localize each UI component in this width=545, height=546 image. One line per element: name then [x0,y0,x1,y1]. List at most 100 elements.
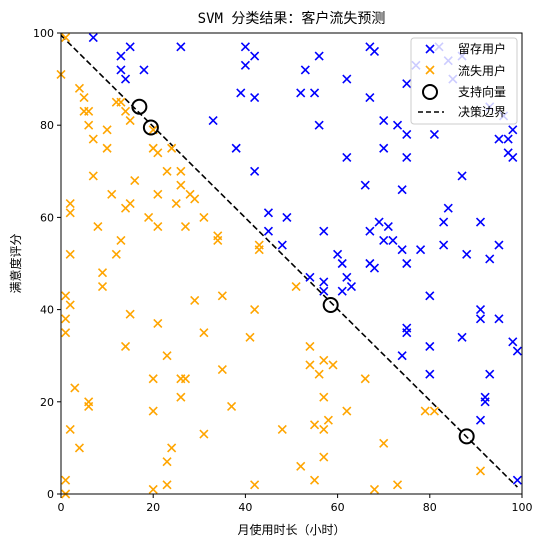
x-tick-label: 40 [238,501,252,514]
retained-point [379,116,389,126]
retained-point [379,143,389,153]
retained-point [425,369,435,379]
retained-point [176,42,186,52]
retained-point [342,152,352,163]
churned-point [130,175,140,186]
churned-point [305,341,315,352]
support-vector-point [458,428,475,445]
churned-point [61,328,71,338]
churned-point [319,452,329,462]
churned-point [176,180,186,190]
retained-point [443,203,453,213]
retained-point [309,88,320,98]
churned-point [176,392,186,402]
retained-point [439,240,449,250]
churned-point [180,374,191,384]
churned-point [61,33,71,43]
churned-point [116,235,126,246]
decision-boundary-line [60,34,518,488]
legend-entry-support: 支持向量 [422,84,506,100]
retained-point [457,332,467,342]
retained-point [282,212,292,222]
churned-point [65,208,75,218]
retained-point [236,88,246,98]
churned-point [88,171,98,181]
churned-point [153,222,163,232]
retained-point [369,46,380,57]
churned-point [93,222,103,232]
retained-point [480,397,490,407]
churned-point [171,199,181,209]
churned-point [65,249,75,259]
retained-point [425,341,435,352]
churned-point [148,484,158,494]
x-tick-label: 80 [423,501,437,514]
churned-point [296,461,306,471]
churned-point [319,355,329,365]
churned-point [65,300,75,310]
x-tick-label: 0 [58,501,65,514]
retained-point [365,226,375,236]
retained-point [475,217,486,227]
retained-point [125,42,135,52]
churned-point [102,143,112,153]
churned-point [79,92,89,103]
retained-point [208,116,218,126]
retained-point [475,314,486,324]
retained-point [494,240,504,250]
churned-point [305,360,315,370]
retained-point [369,263,380,273]
y-tick-label: 40 [40,304,54,317]
churned-point [148,374,158,384]
churned-point [199,429,209,439]
churned-point [111,97,121,107]
retained-point [319,286,329,296]
retained-point [337,258,347,269]
legend-label-boundary: 决策边界 [458,105,506,119]
churned-point [379,438,389,448]
churned-point [162,166,172,176]
churned-point [319,424,329,435]
churned-point [125,116,135,126]
churned-point [88,134,98,144]
churned-point [328,360,338,370]
retained-point [296,88,306,98]
legend-frame [410,37,518,125]
retained-point [508,125,518,135]
x-tick-label: 100 [512,501,533,514]
retained-point [88,33,98,43]
churned-point [153,318,163,328]
y-tick-label: 80 [40,119,54,132]
retained-point [319,226,329,236]
legend-marker-retained [425,44,435,54]
retained-point [240,42,250,52]
legend-label-support: 支持向量 [458,84,506,99]
retained-point [250,51,260,61]
churned-point [167,143,177,153]
churned-point [162,480,172,490]
y-tick-label: 0 [47,488,54,501]
churned-point [429,406,439,416]
churned-point [420,406,430,416]
retained-points-layer [88,33,522,485]
legend-marker-support [422,84,438,100]
retained-point [342,272,352,282]
churned-point [111,249,121,259]
retained-point [379,235,389,246]
y-tick-label: 20 [40,396,54,409]
churned-point [61,314,71,324]
churned-point [227,401,237,411]
churned-point [84,120,94,130]
retained-point [503,134,513,144]
churned-point [392,480,403,490]
support-vector-point [322,296,339,313]
plot-frame [60,32,523,495]
retained-point [494,134,504,144]
retained-point [508,152,518,163]
churned-point [176,166,186,176]
retained-point [416,245,426,255]
retained-point [475,415,486,425]
legend-label-churned: 流失用户 [458,63,506,78]
churned-point [97,281,108,292]
retained-point [397,185,407,195]
